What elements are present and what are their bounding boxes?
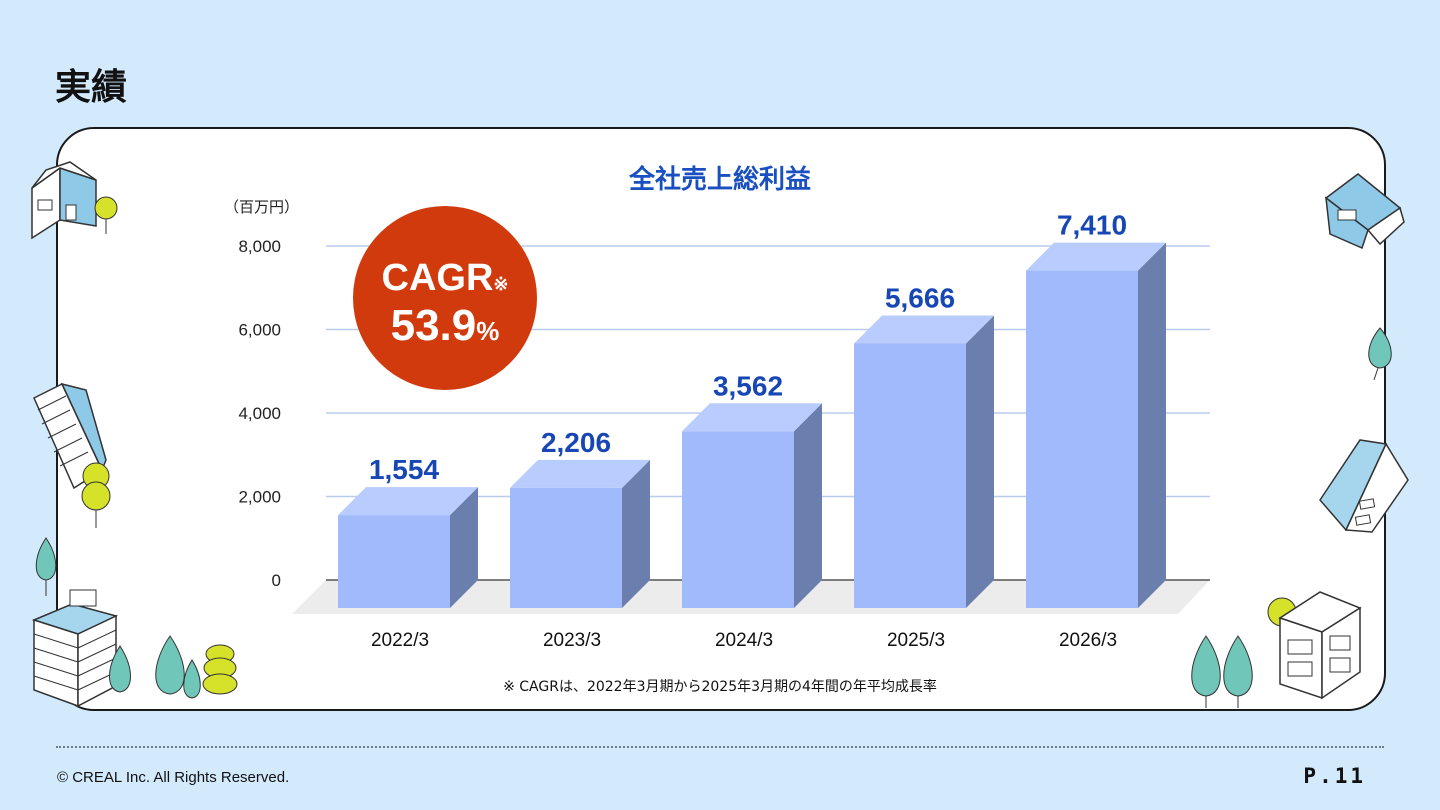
bar-side	[450, 487, 478, 608]
bar-front	[682, 431, 794, 608]
bar-front	[510, 487, 622, 608]
bar-front	[1026, 270, 1138, 608]
bar-front	[854, 343, 966, 608]
bar-2024/3	[682, 403, 822, 608]
y-tick-label: 8,000	[238, 237, 281, 256]
bar-value-label: 5,666	[885, 282, 955, 313]
cagr-footnote-mark: ※	[493, 274, 508, 294]
bar-side	[794, 403, 822, 608]
x-tick-label: 2022/3	[371, 630, 429, 651]
y-tick-label: 2,000	[238, 488, 281, 507]
cagr-value: 53.9	[391, 301, 477, 350]
bar-top	[682, 403, 822, 432]
y-tick-label: 4,000	[238, 404, 281, 423]
x-tick-label: 2023/3	[543, 630, 601, 651]
bar-top	[338, 487, 478, 516]
office-building-illustration-left	[33, 382, 111, 528]
y-tick-label: 0	[272, 571, 281, 590]
tree-icon	[35, 537, 57, 596]
house-illustration-top-right	[1324, 173, 1405, 250]
bar-2025/3	[854, 315, 994, 608]
bar-value-label: 7,410	[1057, 210, 1127, 241]
footer-divider	[56, 746, 1384, 748]
bar-value-label: 3,562	[713, 370, 783, 401]
building-illustration-right	[1319, 439, 1409, 533]
x-tick-label: 2024/3	[715, 630, 773, 651]
cagr-label: CAGR	[382, 257, 494, 299]
y-axis-unit-label: （百万円）	[224, 198, 299, 216]
cagr-unit: %	[476, 316, 499, 346]
y-tick-label: 6,000	[238, 321, 281, 340]
tree-icon	[94, 196, 118, 234]
bar-value-label: 1,554	[369, 454, 439, 485]
bar-top	[1026, 242, 1166, 271]
copyright-text: © CREAL Inc. All Rights Reserved.	[57, 769, 290, 786]
bar-side	[1138, 242, 1166, 608]
house-illustration-top-left	[31, 161, 97, 240]
bar-side	[966, 315, 994, 608]
page-number: P.11	[1303, 764, 1366, 788]
x-tick-label: 2026/3	[1059, 630, 1117, 651]
bar-2022/3	[338, 487, 478, 608]
tree-icon	[109, 635, 238, 699]
svg-text:CAGR※: CAGR※	[382, 257, 509, 299]
bar-value-label: 2,206	[541, 427, 611, 458]
tree-icon	[1191, 635, 1253, 708]
bar-top	[854, 315, 994, 344]
bar-side	[622, 459, 650, 608]
house-illustration-bottom-right	[1267, 591, 1362, 700]
bar-2026/3	[1026, 242, 1166, 608]
bar-top	[510, 459, 650, 488]
tree-icon	[1368, 327, 1392, 381]
chart-title: 全社売上総利益	[628, 164, 811, 195]
svg-text:53.9%: 53.9%	[391, 301, 500, 350]
chart-footnote: ※ CAGRは、2022年3月期から2025年3月期の4年間の年平均成長率	[503, 678, 937, 695]
apartment-illustration-bottom-left	[31, 589, 119, 708]
x-tick-label: 2025/3	[887, 630, 945, 651]
bar-2023/3	[510, 459, 650, 608]
bar-front	[338, 515, 450, 608]
cagr-badge: CAGR※ 53.9%	[353, 206, 537, 390]
page-title: 実績	[55, 67, 128, 108]
